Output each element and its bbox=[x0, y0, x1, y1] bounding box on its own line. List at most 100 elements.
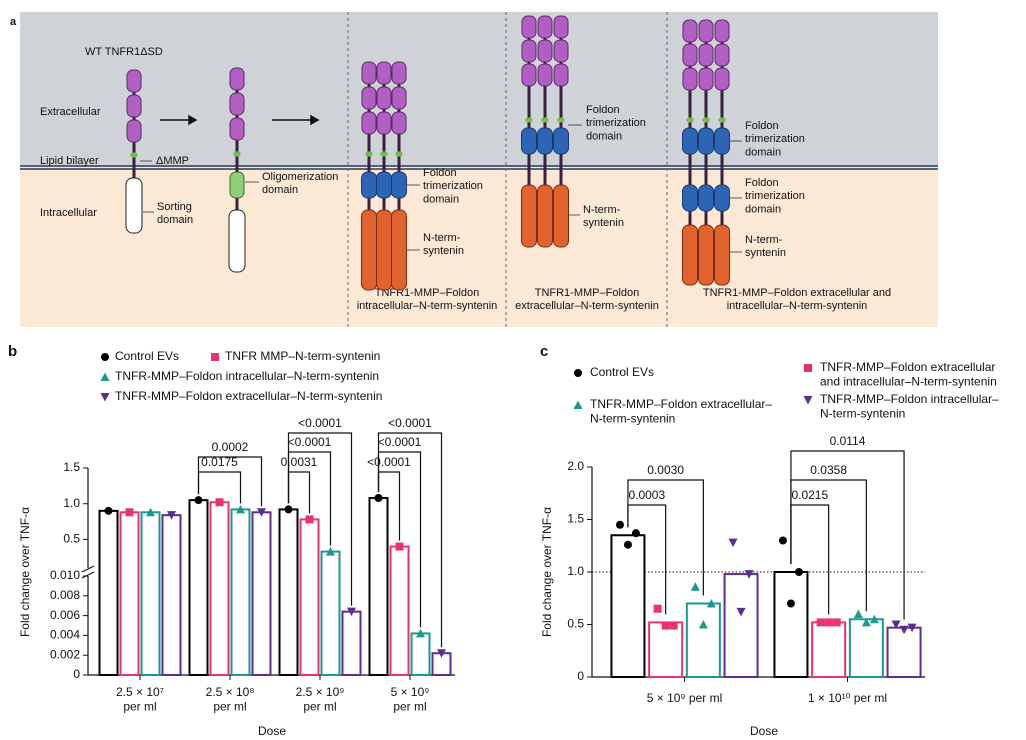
x-tick-label: 2.5 × 10⁹ per ml bbox=[296, 685, 345, 713]
extracellular-domain bbox=[229, 117, 245, 141]
extracellular-domain bbox=[376, 61, 392, 85]
legend-marker bbox=[101, 353, 109, 361]
diagram-label: N-term-syntenin bbox=[583, 204, 624, 229]
y-tick-label: 0.006 bbox=[50, 608, 80, 622]
bar-marker bbox=[236, 504, 245, 514]
data-point bbox=[794, 568, 803, 576]
legend-label: TNFR-MMP–Foldon extracellular–N-term-syn… bbox=[590, 397, 772, 425]
p-value: 0.0175 bbox=[201, 455, 238, 469]
data-point bbox=[623, 540, 632, 549]
diagram-label: TNFR1-MMP–Foldon extracellular and intrac… bbox=[703, 287, 891, 312]
bar bbox=[230, 508, 251, 676]
y-tick-label: 1.0 bbox=[567, 564, 584, 578]
diagram-label: Sorting domain bbox=[157, 201, 193, 226]
panel-label: c bbox=[540, 343, 548, 360]
mmp-site bbox=[395, 151, 403, 157]
p-value: <0.0001 bbox=[367, 455, 411, 469]
legend-marker bbox=[803, 396, 813, 405]
foldon-domain bbox=[553, 127, 569, 155]
diagram-label: TNFR1-MMP–Foldon intracellular–N-term-syn… bbox=[357, 287, 498, 312]
bar bbox=[848, 618, 884, 678]
y-tick-label: 0.5 bbox=[567, 617, 584, 631]
bar bbox=[278, 508, 299, 676]
data-point bbox=[744, 570, 754, 579]
bar bbox=[886, 626, 922, 679]
p-value: 0.0215 bbox=[791, 488, 828, 502]
legend-label: TNFR-MMP–Foldon intracellular–N-term-syn… bbox=[115, 369, 379, 383]
x-axis-label: Dose bbox=[750, 724, 778, 738]
y-tick-label: 0 bbox=[73, 667, 80, 681]
mmp-site bbox=[686, 117, 694, 123]
legend-marker bbox=[804, 364, 812, 372]
extracellular-domain bbox=[553, 63, 569, 87]
syntenin-domain bbox=[361, 209, 377, 291]
leader-lines bbox=[140, 124, 742, 253]
extracellular-domain bbox=[376, 86, 392, 110]
x-axis-label: Dose bbox=[258, 724, 286, 738]
y-tick-label: 0 bbox=[577, 669, 584, 683]
extracellular-domain bbox=[391, 61, 407, 85]
p-value: <0.0001 bbox=[378, 435, 422, 449]
panel-label: b bbox=[8, 343, 17, 360]
sorting-domain bbox=[228, 209, 246, 273]
mmp-site bbox=[365, 151, 373, 157]
diagram-label: Foldon trimerization domain bbox=[586, 104, 646, 142]
bar bbox=[188, 499, 209, 676]
bar-marker bbox=[416, 628, 425, 638]
legend-label: Control EVs bbox=[115, 349, 179, 363]
bar bbox=[410, 632, 431, 676]
extracellular-domain bbox=[714, 67, 730, 91]
p-value: 0.0002 bbox=[212, 440, 249, 454]
foldon-domain bbox=[376, 171, 392, 199]
bar bbox=[389, 545, 410, 676]
bar bbox=[811, 621, 847, 679]
p-value: 0.0114 bbox=[830, 434, 866, 448]
bar bbox=[251, 511, 272, 676]
x-tick-label: 5 × 10⁹ per ml bbox=[647, 691, 723, 705]
bar-marker bbox=[167, 511, 176, 520]
extracellular-domain bbox=[537, 39, 553, 63]
data-point bbox=[653, 604, 662, 613]
diagram-label: Intracellular bbox=[40, 207, 97, 219]
p-value: <0.0001 bbox=[298, 416, 342, 430]
y-tick-label: 0.010 bbox=[50, 568, 80, 582]
syntenin-domain bbox=[682, 224, 698, 286]
diagram-label: Extracellular bbox=[40, 106, 101, 118]
bar-marker bbox=[395, 542, 404, 551]
extracellular-domain bbox=[361, 61, 377, 85]
bar-marker bbox=[146, 507, 155, 517]
data-point bbox=[786, 599, 795, 608]
data-point bbox=[899, 625, 909, 635]
arrows bbox=[160, 114, 320, 126]
data-point bbox=[853, 609, 863, 618]
data-point bbox=[861, 617, 871, 627]
extracellular-domain bbox=[229, 67, 245, 91]
bar-marker bbox=[305, 515, 314, 524]
extracellular-domain bbox=[361, 111, 377, 135]
legend-label: Control EVs bbox=[590, 365, 654, 379]
bar bbox=[723, 573, 759, 678]
bar bbox=[648, 621, 684, 679]
extracellular-domain bbox=[698, 67, 714, 91]
syntenin-domain bbox=[537, 184, 553, 248]
data-point bbox=[661, 621, 670, 630]
p-value: <0.0001 bbox=[388, 416, 432, 430]
diagram-label: TNFR1-MMP–Foldon extracellular–N-term-syn… bbox=[515, 287, 659, 312]
panel-label: a bbox=[10, 16, 17, 28]
extracellular-domain bbox=[714, 19, 730, 43]
p-value: 0.0030 bbox=[647, 463, 684, 477]
diagram-label: ΔMMP bbox=[156, 155, 189, 167]
bar bbox=[341, 610, 362, 677]
significance-bracket bbox=[790, 450, 905, 620]
extracellular-domain bbox=[714, 43, 730, 67]
extracellular-domain bbox=[698, 19, 714, 43]
diagram-label: Foldon trimerization domain bbox=[745, 177, 805, 215]
foldon-domain bbox=[682, 127, 698, 155]
bar-marker bbox=[104, 506, 113, 515]
syntenin-domain bbox=[521, 184, 537, 248]
bar bbox=[685, 602, 721, 678]
foldon-domain bbox=[714, 184, 730, 212]
data-point bbox=[706, 599, 716, 608]
bar-marker bbox=[125, 508, 134, 517]
y-tick-label: 1.5 bbox=[63, 460, 80, 474]
